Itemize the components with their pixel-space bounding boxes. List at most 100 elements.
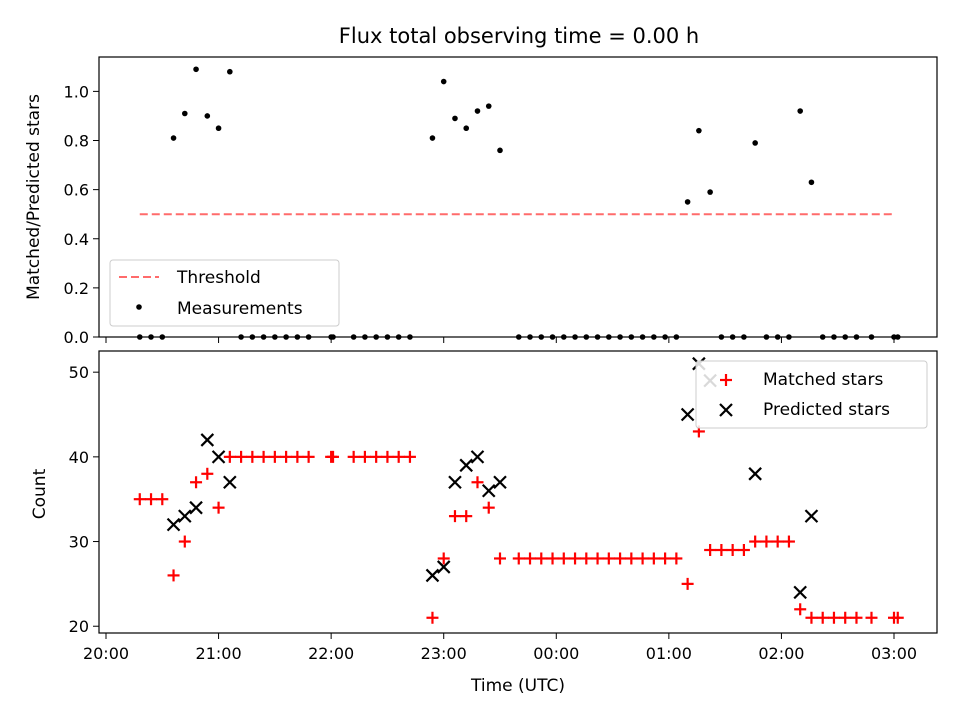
- legend-predicted-swatch: [719, 403, 733, 417]
- measurement-point: [831, 334, 837, 340]
- matched-point: [190, 476, 203, 489]
- matched-point: [749, 535, 762, 548]
- matched-point: [133, 493, 146, 506]
- top-plot-area: 0.0 0.2 0.4 0.6 0.8 1.0: [64, 66, 901, 347]
- measurement-point: [718, 334, 725, 340]
- matched-point: [403, 450, 416, 463]
- matched-point: [178, 535, 191, 548]
- matched-point: [471, 476, 484, 489]
- legend-measurements-swatch: [136, 304, 142, 310]
- measurement-point: [373, 334, 379, 340]
- measurement-point: [159, 334, 166, 340]
- predicted-point: [804, 509, 819, 523]
- measurement-point: [684, 199, 691, 205]
- measurement-point: [204, 113, 211, 119]
- matched-point: [557, 552, 570, 565]
- matched-point: [437, 552, 450, 565]
- measurement-point: [193, 66, 199, 73]
- bottom-legend: Matched stars Predicted stars: [695, 360, 928, 429]
- predicted-point: [200, 433, 215, 447]
- bottom-y-tick-label: 40: [69, 448, 89, 467]
- measurement-point: [305, 334, 312, 340]
- legend-threshold-label: Threshold: [176, 268, 261, 288]
- predicted-point: [166, 517, 181, 532]
- measurement-point: [260, 334, 267, 340]
- chart-title: Flux total observing time = 0.00 h: [339, 24, 699, 48]
- measurement-point: [741, 334, 747, 340]
- predicted-point: [459, 458, 474, 473]
- predicted-point: [178, 509, 192, 523]
- matched-point: [805, 611, 818, 624]
- top-legend-box: [109, 259, 340, 327]
- measurement-point: [452, 115, 458, 122]
- x-axis-label: Time (UTC): [470, 676, 565, 696]
- bottom-legend-box: [695, 360, 928, 429]
- legend-matched-swatch: [720, 374, 732, 386]
- x-tick-label: 23:00: [421, 644, 467, 663]
- matched-point: [782, 535, 795, 548]
- measurement-point: [606, 334, 612, 340]
- measurement-point: [429, 135, 436, 141]
- predicted-point: [470, 450, 485, 464]
- measurement-point: [384, 334, 391, 340]
- matched-point: [760, 535, 773, 548]
- x-tick-label: 21:00: [196, 644, 242, 663]
- matched-point: [850, 611, 863, 624]
- matched-point: [280, 450, 293, 463]
- predicted-point: [425, 568, 440, 583]
- matched-point: [794, 603, 807, 616]
- measurement-point: [283, 334, 289, 340]
- measurement-point: [407, 334, 413, 340]
- matched-point: [201, 467, 214, 480]
- matched-point: [839, 611, 852, 624]
- measurement-point: [238, 334, 244, 340]
- measurement-point: [617, 334, 623, 340]
- x-tick-label: 00:00: [533, 644, 579, 663]
- matched-point: [602, 552, 615, 565]
- matched-point: [681, 577, 694, 590]
- measurement-point: [819, 334, 826, 340]
- matched-point: [482, 501, 495, 514]
- matched-point: [460, 510, 473, 523]
- measurement-point: [395, 334, 402, 340]
- bottom-y-tick-label: 20: [69, 617, 89, 636]
- matched-point: [659, 552, 672, 565]
- measurement-point: [894, 334, 901, 340]
- matched-point: [235, 450, 248, 463]
- top-y-tick-label: 0.8: [64, 132, 89, 151]
- measurement-point: [696, 127, 702, 134]
- predicted-point: [223, 475, 237, 490]
- x-tick-label: 22:00: [308, 644, 354, 663]
- matched-point: [494, 552, 506, 565]
- matched-point: [865, 611, 878, 624]
- matched-point: [358, 450, 371, 463]
- measurement-point: [148, 334, 154, 340]
- bottom-y-tick-label: 30: [69, 533, 89, 552]
- matched-point: [167, 569, 180, 582]
- measurement-point: [497, 147, 503, 154]
- measurement-point: [628, 334, 635, 340]
- predicted-point: [481, 483, 496, 498]
- matched-point: [647, 552, 660, 565]
- measurement-point: [515, 334, 522, 340]
- predicted-point: [793, 585, 807, 600]
- measurement-point: [774, 334, 781, 340]
- top-y-tick-label: 0.0: [64, 328, 89, 347]
- matched-point: [212, 501, 225, 514]
- matched-point: [327, 450, 340, 463]
- predicted-point: [493, 475, 507, 490]
- measurement-point: [853, 334, 860, 340]
- matched-point: [392, 450, 405, 463]
- matched-point: [268, 450, 281, 463]
- bottom-plot-frame: [98, 350, 938, 634]
- measurement-point: [549, 334, 556, 340]
- measurement-point: [639, 334, 646, 340]
- measurement-point: [227, 68, 233, 75]
- measurement-point: [651, 334, 657, 340]
- predicted-point: [189, 500, 203, 515]
- matched-point: [524, 552, 537, 565]
- measurement-point: [786, 334, 792, 340]
- legend-matched-label: Matched stars: [763, 370, 883, 390]
- measurement-point: [662, 334, 668, 340]
